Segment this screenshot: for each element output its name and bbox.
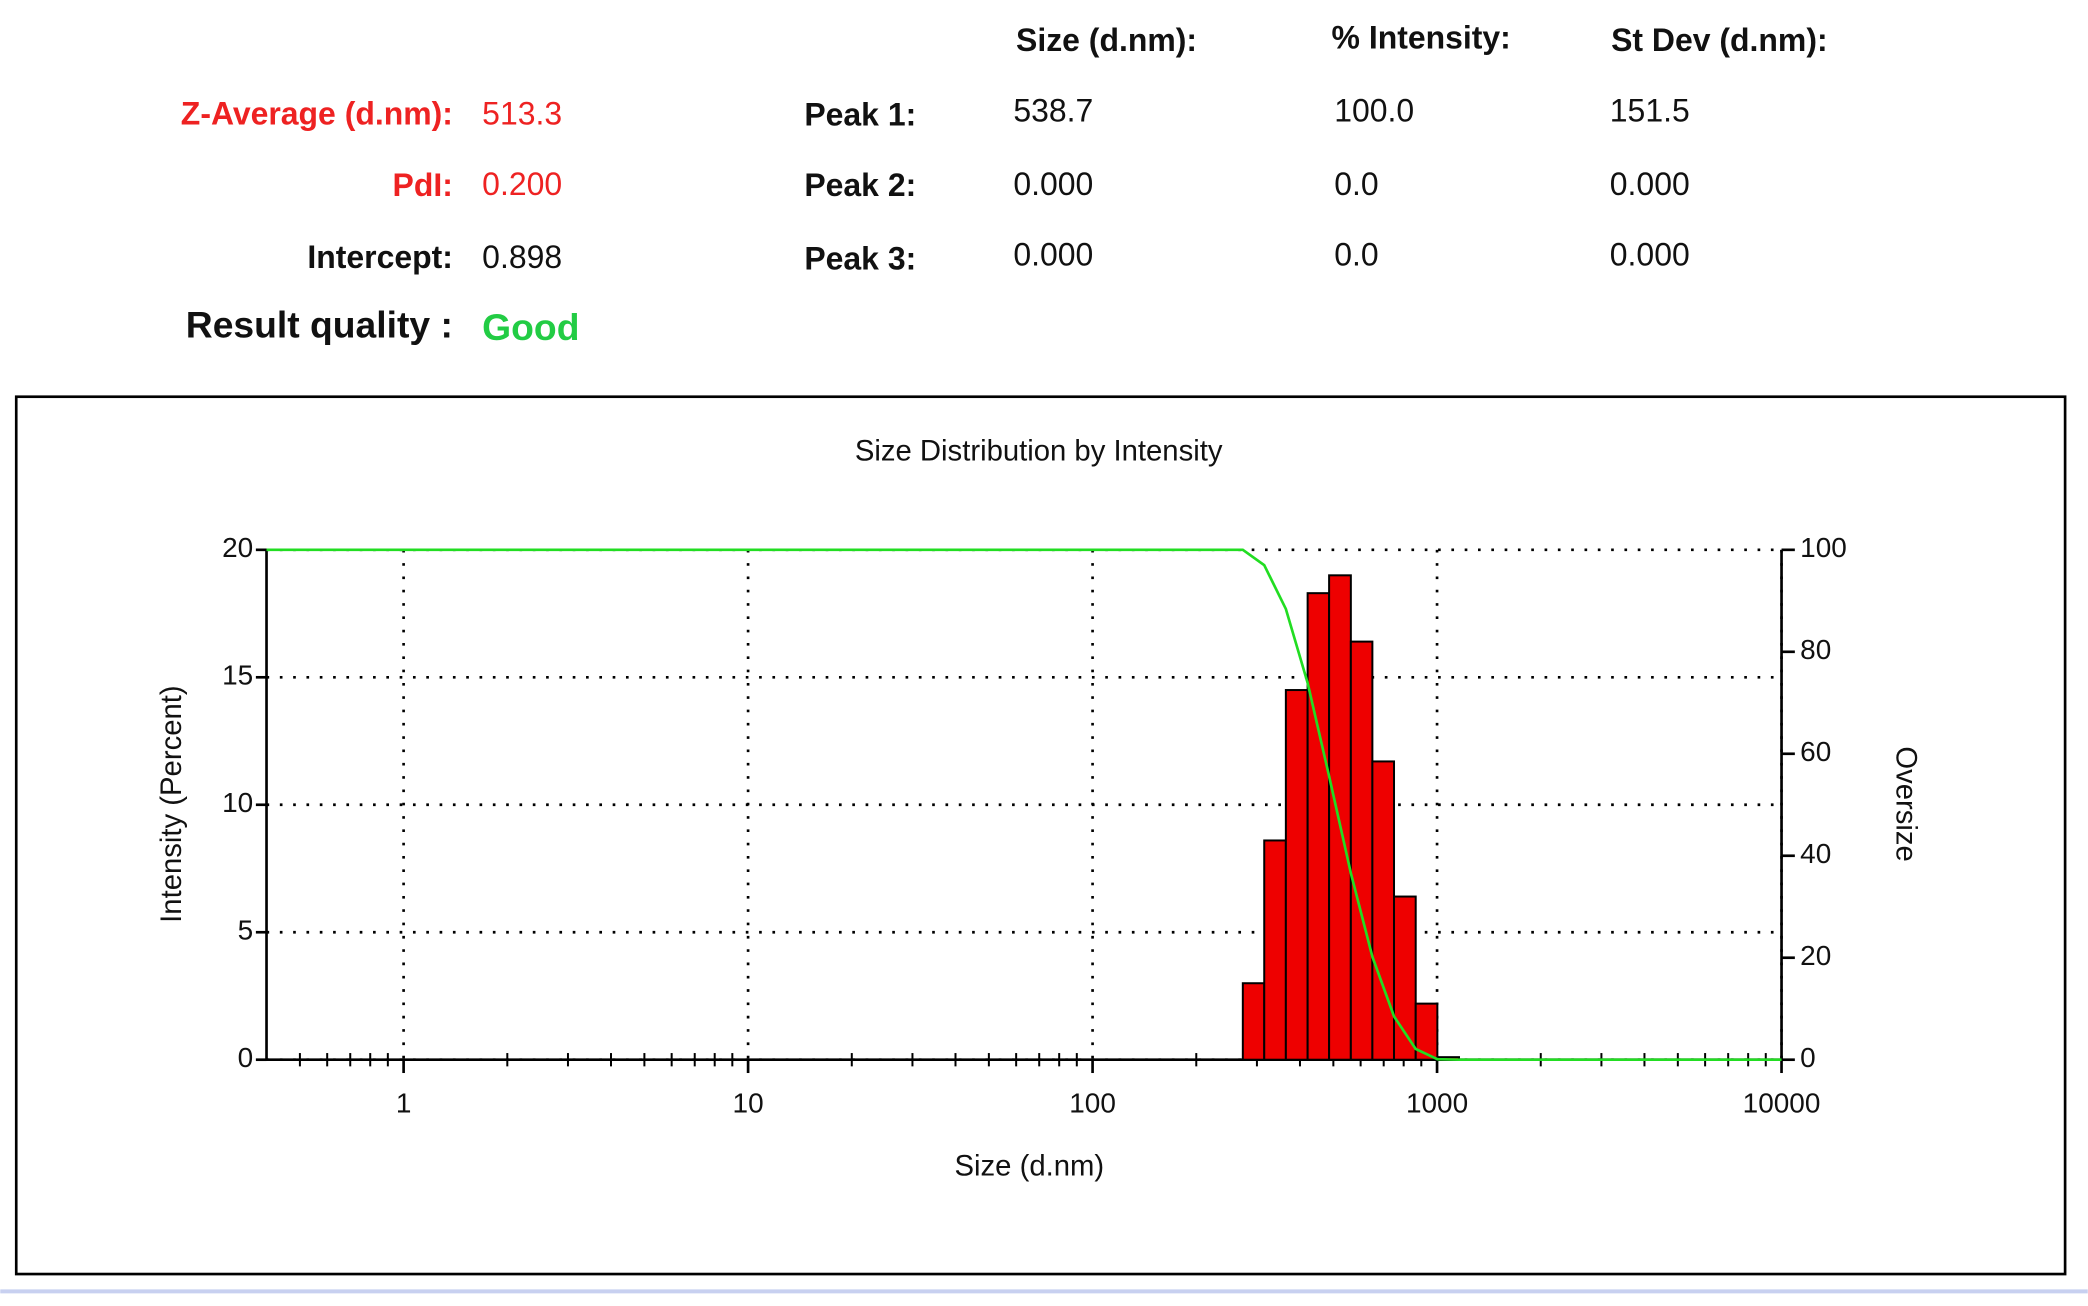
chart-title: Size Distribution by Intensity	[855, 434, 1223, 467]
bar	[1349, 640, 1374, 1061]
y2-tick-label: 60	[1800, 736, 1831, 767]
x-tick-label: 100	[1069, 1087, 1116, 1118]
peak-value: 0.0	[1334, 166, 1378, 202]
summary-value: 0.898	[482, 239, 562, 275]
summary-label: PdI:	[393, 167, 453, 203]
peak-value: 0.000	[1013, 166, 1093, 202]
bar	[1241, 982, 1266, 1061]
summary-label: Intercept:	[307, 239, 453, 275]
chart-frame	[14, 395, 2067, 1276]
x-tick-label: 1000	[1406, 1087, 1468, 1118]
y-tick-label: 10	[222, 787, 253, 818]
peak-value: 0.000	[1013, 236, 1093, 272]
peak-label: Peak 3:	[804, 240, 916, 276]
y2-axis-label: Oversize	[1889, 746, 1922, 861]
y2-tick-label: 20	[1800, 940, 1831, 971]
x-axis-label: Size (d.nm)	[955, 1149, 1105, 1182]
bar	[1284, 689, 1309, 1061]
y-tick-label: 0	[238, 1042, 254, 1073]
summary-value: Good	[482, 306, 579, 348]
bar	[1306, 592, 1331, 1061]
peak-label: Peak 2:	[804, 167, 916, 203]
peak-value: 0.000	[1610, 166, 1690, 202]
peak-value: 538.7	[1013, 93, 1093, 129]
summary-value: 513.3	[482, 95, 562, 131]
x-tick-label: 10	[733, 1087, 764, 1118]
y2-tick-label: 0	[1800, 1042, 1816, 1073]
y-tick-label: 15	[222, 660, 253, 691]
peak-header: Size (d.nm):	[1016, 22, 1197, 58]
peak-value: 0.0	[1334, 236, 1378, 272]
bar	[1393, 895, 1417, 1061]
y2-tick-label: 80	[1800, 634, 1831, 665]
summary-label: Result quality :	[186, 303, 453, 345]
oversize-line	[266, 548, 1782, 1062]
plot: 0 5 10 15 20 1 10 100 1000 10000 0 20 40 60 80 100	[222, 532, 1847, 1118]
peak-header: % Intensity:	[1332, 19, 1511, 55]
bar	[1414, 1002, 1439, 1061]
bar	[1371, 760, 1396, 1061]
x-tick-label: 1	[396, 1087, 412, 1118]
x-tick-label: 10000	[1743, 1087, 1821, 1118]
peak-value: 151.5	[1610, 93, 1690, 129]
y-tick-label: 20	[222, 532, 253, 563]
bar	[1328, 574, 1352, 1061]
y2-tick-label: 40	[1800, 838, 1831, 869]
y-tick-label: 5	[238, 915, 254, 946]
bar	[1263, 839, 1287, 1061]
peak-label: Peak 1:	[804, 97, 916, 133]
peak-value: 100.0	[1334, 93, 1414, 129]
summary-value: 0.200	[482, 166, 562, 202]
peak-header: St Dev (d.nm):	[1611, 22, 1827, 58]
summary-label: Z-Average (d.nm):	[181, 95, 453, 131]
peak-value: 0.000	[1610, 236, 1690, 272]
y2-tick-label: 100	[1800, 532, 1847, 563]
y-axis-label: Intensity (Percent)	[155, 685, 188, 922]
